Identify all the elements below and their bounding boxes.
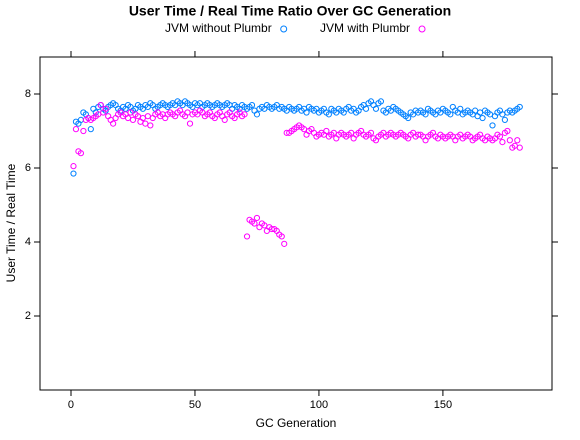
y-tick-label: 2 [25,310,31,322]
point [102,105,109,112]
legend-marker [418,25,426,33]
point [105,113,112,120]
x-axis-title: GC Generation [256,416,337,430]
point [97,102,104,109]
point [251,220,258,227]
point [474,113,481,120]
point [144,113,151,120]
point [323,127,330,135]
legend-label: JVM without Plumbr [165,21,272,35]
point [303,131,310,138]
point [90,105,97,112]
point [256,224,263,231]
point [370,102,377,109]
point [504,127,511,135]
point [162,114,169,122]
point [278,233,285,240]
point [124,114,132,122]
point [186,120,194,127]
point [514,137,521,144]
point [447,111,454,118]
point [70,170,77,177]
x-tick-label: 100 [310,399,328,411]
point [184,109,191,116]
point [489,122,496,129]
point [496,133,504,140]
point [457,105,464,112]
point [479,114,486,122]
point [377,98,385,105]
point [87,126,94,133]
y-tick-label: 4 [25,236,31,248]
point [449,103,456,111]
point [472,107,479,114]
point [219,113,226,120]
point [253,111,261,118]
point [70,163,77,170]
point [112,114,119,122]
point [362,105,370,112]
point [137,118,144,125]
point [248,102,256,109]
point [281,240,288,247]
x-tick-label: 150 [434,399,452,411]
point [501,116,508,124]
point [107,116,114,124]
point [149,114,156,122]
y-axis-title: User Time / Real Time [4,163,18,282]
point [516,144,523,151]
point [325,111,332,118]
point [367,129,375,136]
point [251,107,258,114]
point [476,109,484,116]
point [229,105,236,112]
point [516,103,523,111]
point [452,137,459,144]
point [333,135,340,142]
point [499,139,506,146]
legend-marker [280,25,288,33]
point [110,120,117,127]
chart-title: User Time / Real Time Ratio Over GC Gene… [129,3,451,19]
point [139,114,146,122]
point [263,227,270,234]
point [77,116,85,124]
point [310,129,318,136]
point [422,137,429,144]
point [303,109,310,116]
point [491,113,499,120]
plot-frame [39,56,553,391]
point [129,116,137,124]
point [372,105,380,112]
point [350,135,357,142]
point [422,111,429,118]
legend-label: JVM with Plumbr [320,21,410,35]
point [142,120,149,127]
x-tick-label: 0 [68,399,74,411]
y-tick-label: 8 [25,88,31,100]
point [499,111,506,118]
point [253,214,261,222]
point [405,114,412,122]
point [77,150,85,157]
point [72,126,80,133]
point [221,116,228,124]
point [243,233,251,240]
point [80,127,87,135]
point [147,122,154,129]
x-tick-label: 50 [189,399,201,411]
y-tick-label: 6 [25,162,31,174]
point [506,137,513,144]
point [241,111,248,118]
